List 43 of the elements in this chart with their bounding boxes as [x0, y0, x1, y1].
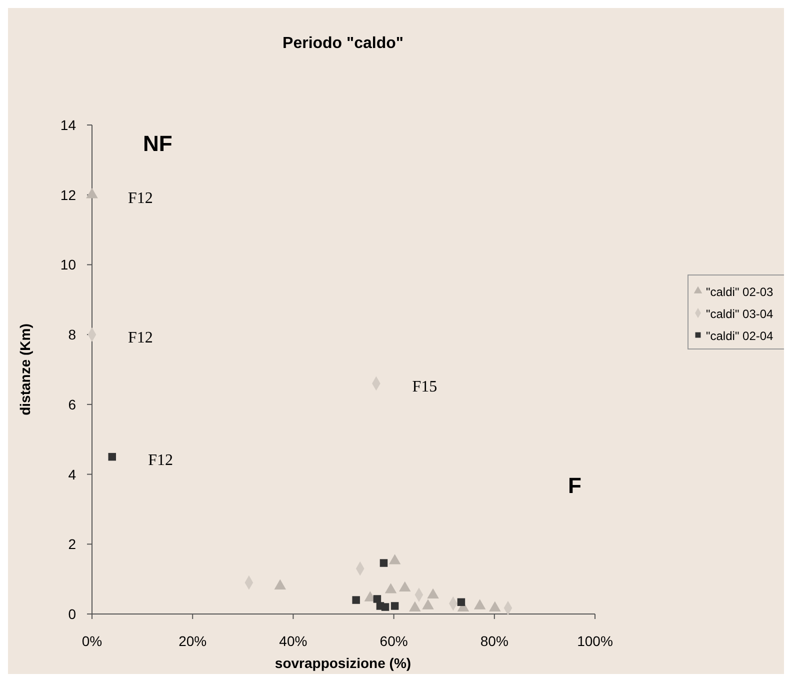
y-tick-label: 10 — [60, 256, 76, 273]
point — [86, 188, 98, 198]
y-axis-title: distanze (Km) — [17, 324, 33, 416]
point — [409, 601, 421, 612]
x-tick-label: 40% — [279, 633, 308, 649]
x-tick-label: 60% — [380, 633, 408, 649]
point — [388, 554, 401, 564]
point — [380, 559, 388, 567]
x-tick-label: 80% — [480, 633, 508, 649]
y-tick-label: 4 — [68, 466, 76, 482]
x-tick-label: 100% — [577, 633, 613, 649]
point — [427, 588, 439, 599]
annotation: F — [568, 473, 582, 498]
point — [474, 599, 486, 610]
point — [352, 596, 360, 604]
annotation: F12 — [148, 452, 174, 469]
y-tick-label: 0 — [68, 606, 76, 622]
x-tick-label: 0% — [82, 633, 102, 649]
point — [384, 583, 397, 594]
point — [274, 579, 286, 590]
point — [373, 595, 382, 603]
legend-label: "caldi" 03-04 — [706, 307, 774, 321]
point — [489, 601, 501, 612]
point — [422, 599, 434, 610]
annotation: NF — [143, 131, 172, 156]
annotation: F15 — [412, 378, 438, 396]
legend-label: "caldi" 02-04 — [706, 329, 774, 343]
y-tick-label: 14 — [60, 117, 76, 133]
x-tick-label: 20% — [178, 633, 207, 649]
chart-title: Periodo "caldo" — [282, 35, 404, 52]
x-axis-title: sovrapposizione (%) — [274, 655, 412, 671]
y-tick-label: 12 — [60, 186, 76, 203]
annotation: F12 — [128, 190, 153, 207]
point — [457, 598, 466, 606]
y-tick-label: 8 — [68, 326, 76, 343]
point — [398, 581, 411, 592]
y-tick-label: 2 — [68, 536, 76, 552]
point — [381, 603, 390, 611]
y-tick-label: 6 — [68, 396, 76, 412]
point — [390, 602, 399, 610]
legend-label: "caldi" 02-03 — [706, 285, 774, 299]
point — [108, 452, 116, 461]
annotation: F12 — [128, 330, 153, 347]
